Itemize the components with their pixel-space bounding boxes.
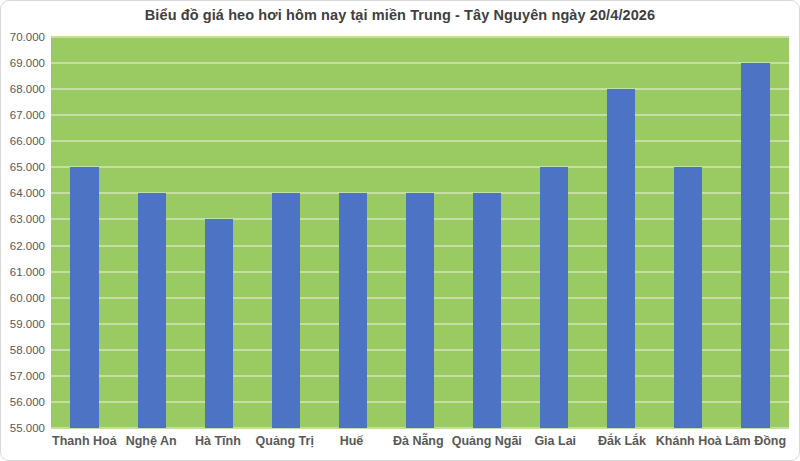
chart-title: Biểu đồ giá heo hơi hôm nay tại miền Tru… <box>1 7 799 23</box>
y-tick-label: 66.000 <box>1 135 45 147</box>
bar-cell <box>655 37 722 428</box>
plot-area <box>51 37 789 428</box>
x-category-label: Quảng Trị <box>251 434 318 454</box>
bar-cell <box>118 37 185 428</box>
bar-cell <box>722 37 789 428</box>
x-category-label: Hà Tĩnh <box>185 434 252 454</box>
bar-ha-tinh <box>205 219 233 428</box>
y-tick-label: 62.000 <box>1 240 45 252</box>
y-tick-label: 58.000 <box>1 344 45 356</box>
x-category-label: Lâm Đồng <box>722 434 789 454</box>
x-category-label: Nghệ An <box>118 434 185 454</box>
bar-cell <box>252 37 319 428</box>
y-axis: 70.00069.00068.00067.00066.00065.00064.0… <box>1 37 45 428</box>
y-tick-label: 55.000 <box>1 422 45 434</box>
y-tick-label: 70.000 <box>1 31 45 43</box>
y-tick-label: 61.000 <box>1 266 45 278</box>
x-category-label: Quảng Ngãi <box>452 434 522 454</box>
y-tick-label: 64.000 <box>1 187 45 199</box>
y-tick-label: 56.000 <box>1 396 45 408</box>
x-category-label: Gia Lai <box>522 434 589 454</box>
y-tick-label: 57.000 <box>1 370 45 382</box>
bar-series <box>51 37 789 428</box>
x-category-label: Đà Nẵng <box>385 434 452 454</box>
bar-cell <box>454 37 521 428</box>
bar-cell <box>588 37 655 428</box>
y-tick-label: 59.000 <box>1 318 45 330</box>
bar-gia-lai <box>540 167 568 428</box>
y-tick-label: 68.000 <box>1 83 45 95</box>
y-tick-label: 67.000 <box>1 109 45 121</box>
x-category-label: Đắk Lắk <box>589 434 656 454</box>
x-category-label: Thanh Hoá <box>51 434 118 454</box>
bar-thanh-hoa <box>70 167 98 428</box>
y-tick-label: 69.000 <box>1 57 45 69</box>
chart: Biểu đồ giá heo hơi hôm nay tại miền Tru… <box>0 0 800 461</box>
y-tick-label: 65.000 <box>1 161 45 173</box>
bar-quang-ngai <box>473 193 501 428</box>
x-category-label: Huế <box>318 434 385 454</box>
bar-cell <box>521 37 588 428</box>
bar-cell <box>386 37 453 428</box>
bar-cell <box>51 37 118 428</box>
bar-lam-dong <box>741 63 769 428</box>
bar-dak-lak <box>607 89 635 428</box>
bar-cell <box>185 37 252 428</box>
bar-cell <box>319 37 386 428</box>
x-axis: Thanh HoáNghệ AnHà TĩnhQuảng TrịHuếĐà Nẵ… <box>51 434 789 454</box>
bar-da-nang <box>406 193 434 428</box>
bar-quang-tri <box>272 193 300 428</box>
y-tick-label: 60.000 <box>1 292 45 304</box>
bar-khanh-hoa <box>674 167 702 428</box>
bar-hue <box>339 193 367 428</box>
x-category-label: Khánh Hoà <box>655 434 722 454</box>
y-tick-label: 63.000 <box>1 213 45 225</box>
bar-nghe-an <box>138 193 166 428</box>
